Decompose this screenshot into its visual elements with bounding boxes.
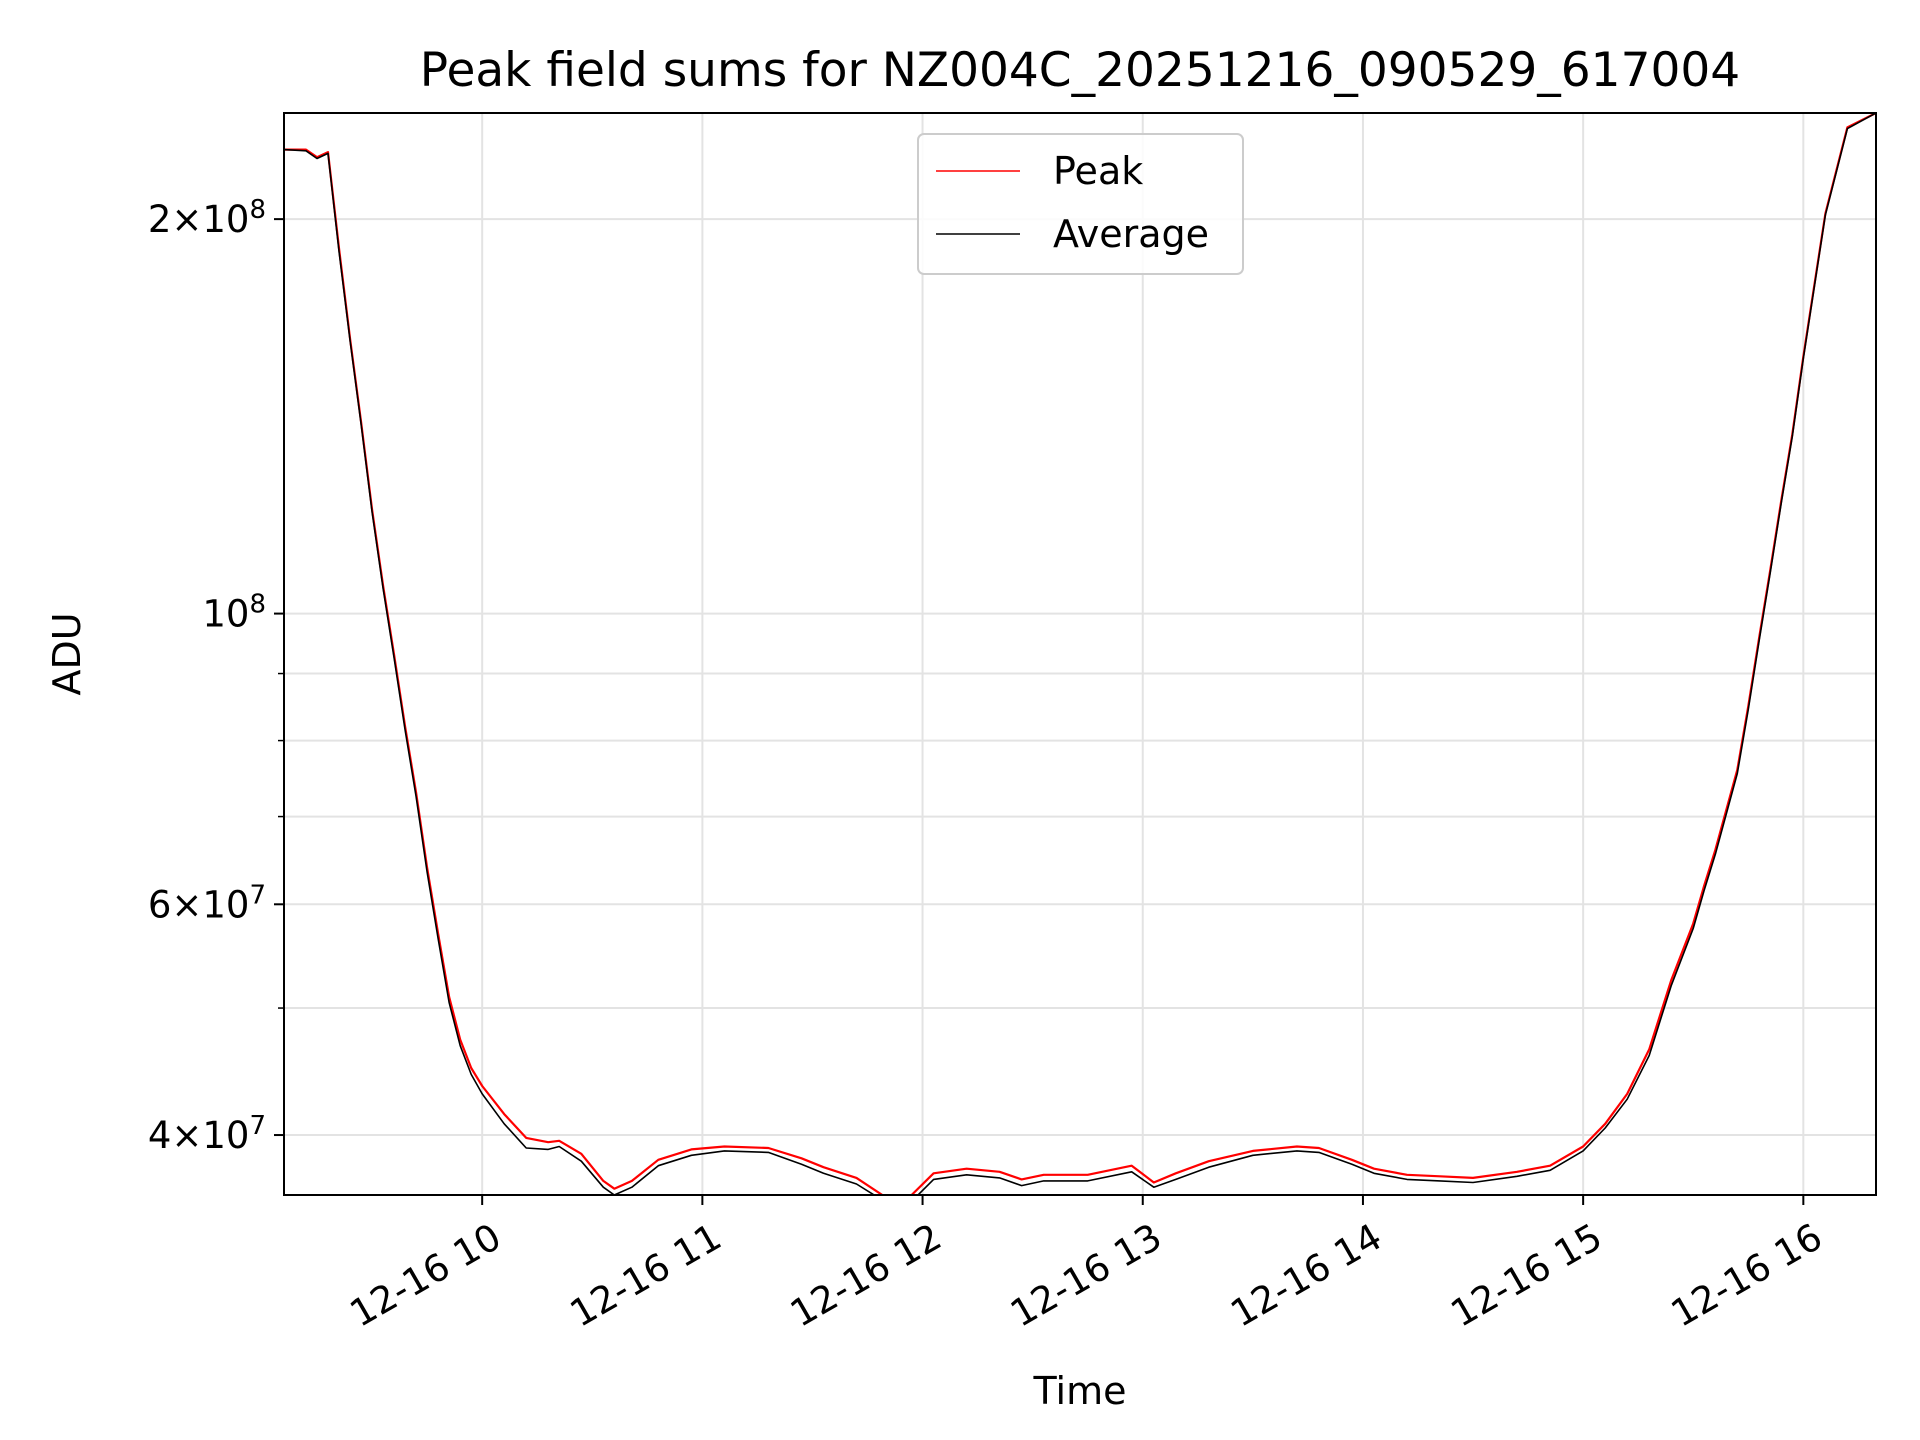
plot-frame [283,112,1877,1196]
series-layer [284,113,1876,1195]
legend: Peak Average [917,133,1244,275]
legend-label-average: Average [1053,212,1209,256]
y-axis-label: ADU [45,612,89,695]
y-tick-label: 108 [202,590,266,636]
series-line-average [284,113,1876,1195]
y-tick-label: 6×107 [148,880,266,926]
y-axis: 4×107 6×107 108 2×108 [148,195,284,1157]
y-tick-label: 2×108 [148,195,266,241]
legend-label-peak: Peak [1053,149,1143,193]
chart-title: Peak field sums for NZ004C_20251216_0905… [420,43,1740,98]
x-axis-label: Time [1033,1369,1127,1413]
y-tick-label: 4×107 [148,1111,266,1157]
legend-box [917,133,1244,275]
